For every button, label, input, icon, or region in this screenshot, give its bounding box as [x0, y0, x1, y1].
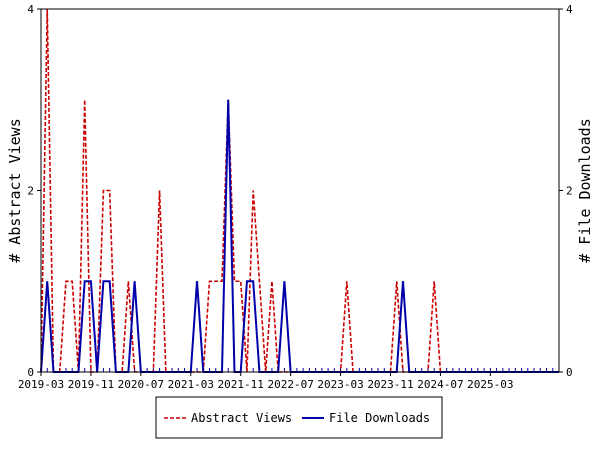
- legend: Abstract Views File Downloads: [155, 396, 443, 439]
- y-left-tick-label: 2: [27, 185, 34, 198]
- y-axis-right-title: # File Downloads: [576, 118, 594, 263]
- y-left-tick-label: 4: [27, 3, 34, 16]
- series-line-file-downloads: [40, 99, 559, 373]
- x-tick-label: 2025-03: [467, 378, 513, 391]
- y-right-tick-label: 2: [566, 185, 573, 198]
- y-left-tick-label: 0: [27, 366, 34, 379]
- y-right-tick-label: 0: [566, 366, 573, 379]
- legend-box: [155, 396, 443, 439]
- x-tick-label: 2019-11: [68, 378, 114, 391]
- x-tick-label: 2024-07: [417, 378, 463, 391]
- plot-frame: [40, 8, 560, 373]
- x-tick-label: 2023-11: [367, 378, 413, 391]
- x-tick-label: 2021-03: [168, 378, 214, 391]
- x-tick-label: 2023-03: [317, 378, 363, 391]
- y-right-tick-label: 4: [566, 3, 573, 16]
- x-tick-label: 2021-11: [218, 378, 264, 391]
- label-layer: 2019-03 2019-11 2020-07 2021-03 2021-11 2022-…: [18, 3, 573, 391]
- x-tick-label: 2019-03: [18, 378, 64, 391]
- x-tick-label: 2022-07: [267, 378, 313, 391]
- legend-label-abstract-views: Abstract Views: [191, 411, 292, 425]
- legend-label-file-downloads: File Downloads: [329, 411, 430, 425]
- y-axis-left-title: # Abstract Views: [6, 118, 24, 263]
- x-tick-label: 2020-07: [118, 378, 164, 391]
